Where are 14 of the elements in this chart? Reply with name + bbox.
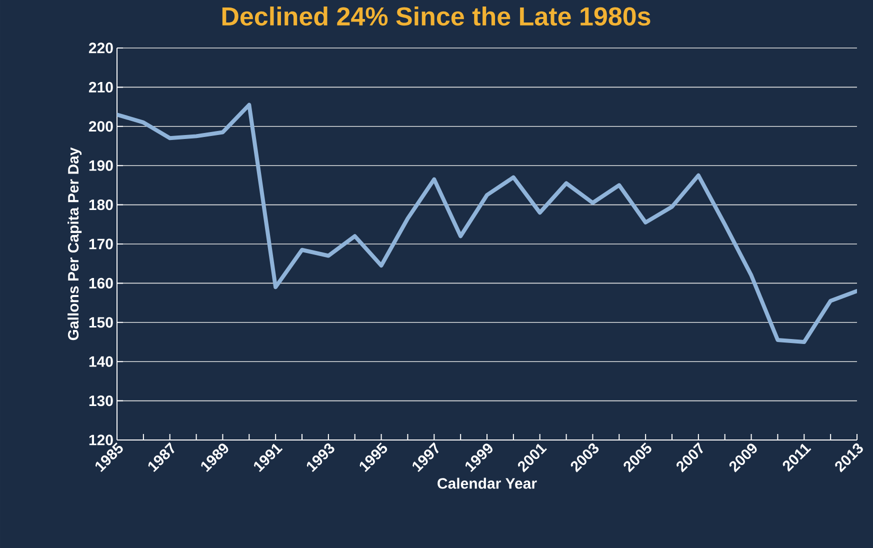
- y-tick-label: 220: [88, 42, 113, 54]
- y-tick-label: 160: [89, 278, 113, 288]
- y-tick-label: 130: [89, 395, 113, 406]
- y-tick-label: 170: [89, 238, 113, 250]
- x-axis-title: Calendar Year: [438, 478, 537, 489]
- line-series: [117, 102, 857, 344]
- y-tick-label: 200: [88, 121, 113, 132]
- y-tick-label: 190: [89, 160, 113, 171]
- y-tick-label: 210: [88, 82, 113, 92]
- y-tick-label: 140: [89, 356, 113, 367]
- y-tick-label: 150: [89, 317, 113, 328]
- y-tick-label: 180: [89, 199, 113, 210]
- y-axis-title: Gallons Per Capita Per Day: [68, 147, 82, 340]
- chart-title: Declined 24% Since the Late 1980s: [222, 6, 650, 26]
